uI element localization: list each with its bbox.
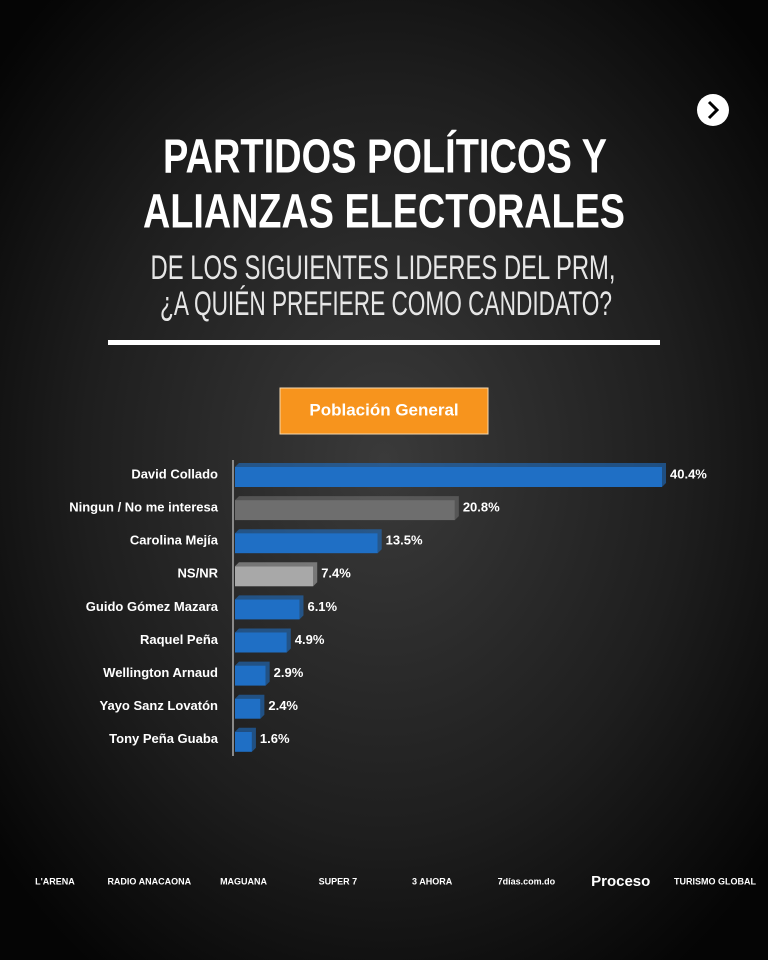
value-label: 7.4% <box>321 566 351 581</box>
category-label: Guido Gómez Mazara <box>86 599 219 614</box>
subtitle-line: ¿A QUIÉN PREFIERE COMO CANDIDATO? <box>160 285 612 323</box>
value-label: 1.6% <box>260 731 290 746</box>
bars: David Collado 40.4% Ningun / No me interes… <box>69 463 707 752</box>
bar-bevel <box>235 727 256 752</box>
logo-text: MAGUANA <box>220 876 267 886</box>
bar <box>235 632 287 653</box>
bar <box>235 533 378 554</box>
next-arrow[interactable] <box>707 100 720 120</box>
divider <box>108 340 660 345</box>
category-label: Raquel Peña <box>140 632 219 647</box>
logo-text: SUPER 7 <box>319 876 358 886</box>
bar-bevel <box>235 628 291 653</box>
bar-bevel <box>235 694 265 719</box>
bar-bevel <box>235 463 666 487</box>
badge-text: Población General <box>309 400 458 419</box>
bar-bevel <box>235 595 304 620</box>
category-label: Wellington Arnaud <box>103 665 218 680</box>
value-label: 40.4% <box>670 466 707 481</box>
logo-text: L'ARENA <box>35 876 75 886</box>
category-label: David Collado <box>131 466 218 481</box>
logo-text: Proceso <box>591 873 650 890</box>
logo-text: TURISMO GLOBAL <box>674 876 756 886</box>
bar-bevel <box>235 661 270 686</box>
value-label: 2.4% <box>268 698 298 713</box>
value-label: 2.9% <box>274 665 304 680</box>
value-label: 20.8% <box>463 500 500 515</box>
bar-bevel <box>235 562 318 587</box>
title-line: PARTIDOS POLÍTICOS Y <box>163 130 607 184</box>
value-label: 4.9% <box>295 632 325 647</box>
bar <box>235 500 455 521</box>
logo-text: 7días.com.do <box>498 876 556 886</box>
category-label: Tony Peña Guaba <box>109 731 219 746</box>
bar-bevel <box>235 496 459 521</box>
category-label: NS/NR <box>178 566 219 581</box>
value-label: 13.5% <box>386 533 423 548</box>
bar <box>235 698 261 719</box>
bar <box>235 731 252 752</box>
bar <box>235 599 300 620</box>
category-label: Yayo Sanz Lovatón <box>100 698 219 713</box>
bar <box>235 665 266 686</box>
next-button[interactable] <box>697 94 729 126</box>
value-label: 6.1% <box>307 599 337 614</box>
title-line: ALIANZAS ELECTORALES <box>143 186 625 239</box>
bar-bevel <box>235 529 382 554</box>
logo-text: 3 AHORA <box>412 876 453 886</box>
category-label: Carolina Mejía <box>130 533 219 548</box>
badge <box>279 387 489 435</box>
subtitle-line: DE LOS SIGUIENTES LIDERES DEL PRM, <box>151 249 616 287</box>
next-button-circle[interactable] <box>697 94 729 126</box>
footer-logos: L'ARENA RADIO ANACAONA MAGUANA SUPER 7 3 AHO… <box>35 873 756 890</box>
bar <box>235 467 662 487</box>
bar <box>235 566 314 587</box>
category-label: Ningun / No me interesa <box>69 500 219 515</box>
logo-text: RADIO ANACAONA <box>107 876 191 886</box>
